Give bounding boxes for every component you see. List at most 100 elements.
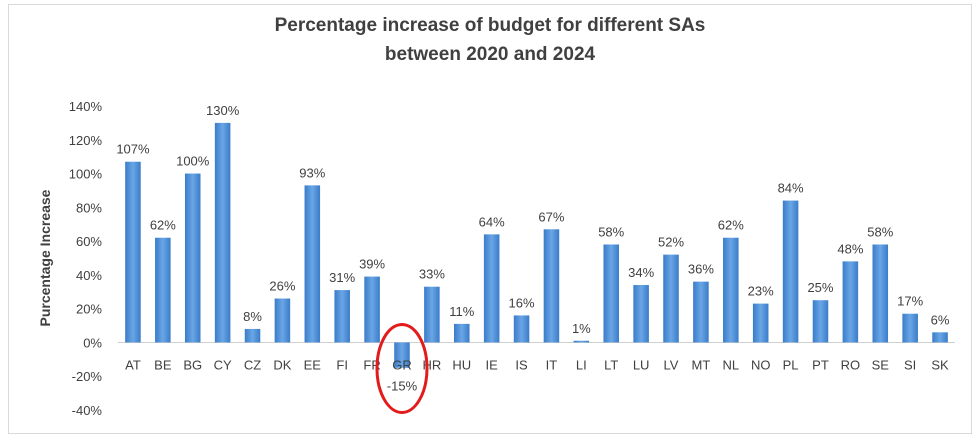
data-label-is: 16% [509, 295, 535, 310]
data-label-si: 17% [897, 294, 923, 309]
bar-lu [633, 285, 649, 343]
category-label-lu: LU [633, 357, 650, 372]
bar-sk [932, 332, 948, 343]
bar-cy [214, 122, 231, 343]
data-label-se: 58% [867, 224, 893, 239]
data-label-mt: 36% [688, 262, 714, 277]
bar-si [902, 313, 918, 343]
category-label-no: NO [751, 357, 771, 372]
data-label-it: 67% [538, 209, 564, 224]
y-tick-label: 100% [69, 167, 103, 182]
bar-gr [394, 342, 410, 368]
bar-ee [304, 185, 321, 343]
data-label-dk: 26% [269, 279, 295, 294]
data-label-lu: 34% [628, 265, 654, 280]
data-label-ee: 93% [299, 165, 325, 180]
bars [125, 122, 948, 368]
bar-bg [184, 173, 201, 343]
category-label-li: LI [576, 357, 587, 372]
y-tick-label: -40% [72, 403, 103, 418]
bar-ie [483, 234, 500, 343]
bar-lt [603, 244, 620, 343]
y-tick-label: 40% [76, 268, 102, 283]
category-label-is: IS [515, 357, 528, 372]
y-tick-label: 120% [69, 133, 103, 148]
bar-is [513, 315, 530, 343]
category-label-ee: EE [304, 357, 322, 372]
bar-hu [453, 323, 470, 343]
category-label-ie: IE [486, 357, 499, 372]
data-label-sk: 6% [931, 312, 950, 327]
category-label-gr: GR [392, 357, 412, 372]
data-label-lv: 52% [658, 235, 684, 250]
category-label-mt: MT [692, 357, 711, 372]
category-label-it: IT [546, 357, 558, 372]
data-label-no: 23% [748, 284, 774, 299]
data-label-pl: 84% [778, 181, 804, 196]
y-tick-label: 0% [83, 335, 102, 350]
category-label-bg: BG [183, 357, 202, 372]
bar-at [125, 161, 141, 343]
data-label-fr: 39% [359, 257, 385, 272]
bar-fr [364, 276, 380, 343]
category-label-si: SI [904, 357, 916, 372]
bar-li [573, 340, 590, 343]
data-label-ro: 48% [837, 241, 863, 256]
category-label-dk: DK [273, 357, 291, 372]
chart-title-line-1: Percentage increase of budget for differ… [275, 15, 706, 36]
category-labels: AT BE BG CY CZ DK EE FI FR GR HR HU IE IS IT LI LT LU LV MT… [125, 357, 949, 372]
bar-mt [693, 281, 709, 343]
bar-no [752, 303, 769, 343]
y-tick-label: 60% [76, 234, 102, 249]
data-label-nl: 62% [718, 218, 744, 233]
data-label-fi: 31% [329, 270, 355, 285]
data-label-be: 62% [150, 218, 176, 233]
bar-ro [842, 261, 859, 343]
data-label-lt: 58% [598, 224, 624, 239]
data-label-gr: -15% [387, 378, 418, 393]
bar-cz [244, 328, 261, 343]
y-tick-label: 20% [76, 302, 102, 317]
category-label-at: AT [125, 357, 141, 372]
category-label-hu: HU [452, 357, 471, 372]
category-label-fi: FI [336, 357, 348, 372]
bar-dk [274, 298, 291, 343]
bar-it [543, 229, 560, 343]
data-labels: 107% 62% 100% 130% 8% 26% 93% 31% 39% -15% 33% 11% 6… [116, 103, 950, 394]
highlight-ellipse [375, 322, 429, 414]
data-label-bg: 100% [176, 154, 210, 169]
category-label-nl: NL [722, 357, 739, 372]
bar-lv [663, 254, 679, 343]
y-tick-label: -20% [72, 369, 103, 384]
category-label-cy: CY [214, 357, 232, 372]
category-label-pt: PT [812, 357, 829, 372]
category-label-se: SE [872, 357, 890, 372]
y-axis-ticks: -40% -20% 0% 20% 40% 60% 80% 100% 120% 140% [69, 99, 103, 418]
bar-fi [334, 290, 350, 343]
bar-se [872, 244, 889, 343]
data-label-pt: 25% [807, 280, 833, 295]
chart-frame [8, 4, 972, 434]
data-label-at: 107% [116, 142, 150, 157]
data-label-hr: 33% [419, 267, 445, 282]
bar-pl [782, 200, 799, 343]
data-label-ie: 64% [479, 214, 505, 229]
data-label-li: 1% [572, 321, 591, 336]
data-label-hu: 11% [449, 304, 474, 319]
data-label-cy: 130% [206, 103, 240, 118]
category-label-cz: CZ [244, 357, 261, 372]
bar-be [155, 237, 171, 343]
category-label-ro: RO [841, 357, 861, 372]
data-label-cz: 8% [243, 309, 262, 324]
chart-title-line-2: between 2020 and 2024 [385, 44, 596, 65]
category-label-pl: PL [783, 357, 799, 372]
category-label-be: BE [154, 357, 172, 372]
bar-pt [812, 300, 829, 343]
bar-nl [723, 237, 739, 343]
category-label-sk: SK [931, 357, 949, 372]
y-axis-label: Purcentage Increase [37, 189, 53, 326]
category-label-lt: LT [604, 357, 618, 372]
y-tick-label: 80% [76, 200, 102, 215]
y-tick-label: 140% [69, 99, 103, 114]
